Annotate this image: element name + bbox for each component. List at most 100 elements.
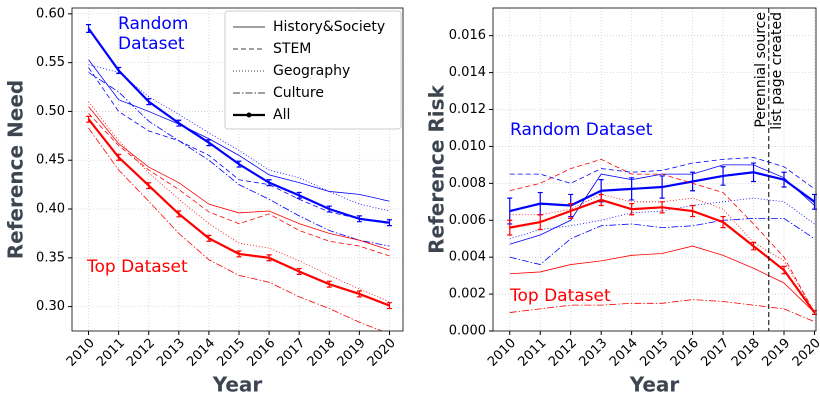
series-line	[88, 113, 390, 257]
error-bar	[176, 119, 182, 127]
series-line	[509, 245, 815, 313]
dataset-label: Top Dataset	[86, 257, 188, 277]
y-tick-label: 0.016	[449, 28, 486, 43]
y-tick-label: 0.35	[36, 250, 65, 265]
y-tick-label: 0.30	[36, 299, 65, 314]
y-tick-label: 0.60	[36, 6, 65, 21]
y-tick-label: 0.50	[36, 104, 65, 119]
error-bar	[386, 219, 392, 227]
x-tick-label: 2019	[335, 336, 369, 370]
x-tick-label: 2020	[365, 336, 399, 370]
x-tick-label: 2020	[790, 336, 820, 370]
dataset-label: Dataset	[118, 34, 185, 54]
error-bar	[326, 280, 332, 288]
error-bar	[507, 219, 513, 236]
error-bar	[690, 204, 696, 218]
series-line	[509, 299, 815, 323]
x-tick-label: 2018	[729, 336, 763, 370]
y-axis-label: Reference Need	[4, 80, 28, 259]
series-line	[88, 59, 390, 202]
dataset-label: Top Dataset	[509, 286, 611, 306]
error-bar	[356, 215, 362, 223]
error-bar	[206, 139, 212, 147]
plot-frame	[492, 7, 817, 332]
error-bar	[781, 265, 787, 275]
error-bar	[629, 203, 635, 216]
series-line	[509, 218, 815, 265]
error-bar	[146, 182, 152, 190]
event-label: list page created	[769, 12, 785, 130]
x-tick-label: 2016	[244, 336, 278, 370]
error-bar	[720, 215, 726, 229]
series-line	[88, 127, 384, 331]
series-line	[88, 101, 390, 303]
y-tick-label: 0.012	[449, 102, 486, 117]
legend-label: Geography	[273, 63, 350, 79]
y-tick-label: 0.006	[449, 213, 486, 228]
error-bar	[236, 160, 242, 168]
series-line	[509, 158, 815, 313]
y-tick-label: 0.000	[449, 324, 486, 339]
event-label: Perennial source	[753, 12, 769, 128]
y-tick-label: 0.004	[449, 250, 486, 265]
error-bar	[720, 166, 726, 186]
x-tick-label: 2014	[184, 336, 218, 370]
series-line	[88, 72, 390, 247]
x-tick-label: 2016	[668, 336, 702, 370]
error-bar	[116, 66, 122, 74]
series-line	[88, 67, 390, 225]
x-axis-label: Year	[629, 373, 680, 397]
error-bar	[146, 98, 152, 106]
x-tick-label: 2018	[305, 336, 339, 370]
y-tick-label: 0.45	[36, 153, 65, 168]
legend-label: STEM	[273, 41, 311, 57]
error-bar	[568, 203, 574, 220]
error-bar	[266, 179, 272, 187]
x-tick-label: 2013	[154, 336, 188, 370]
dataset-label: Random Dataset	[510, 120, 653, 140]
error-bar	[116, 153, 122, 161]
y-tick-label: 0.008	[449, 176, 486, 191]
y-tick-label: 0.010	[449, 139, 486, 154]
legend-marker	[246, 112, 252, 118]
y-axis-label: Reference Risk	[425, 84, 449, 253]
x-tick-label: 2015	[637, 336, 671, 370]
error-bar	[598, 193, 604, 207]
series-line	[88, 106, 390, 251]
legend-box	[224, 10, 402, 130]
error-bar	[206, 234, 212, 242]
error-bar	[537, 214, 543, 231]
error-bar	[266, 254, 272, 262]
x-tick-label: 2017	[274, 336, 308, 370]
error-bar	[296, 191, 302, 199]
error-bar	[236, 250, 242, 258]
x-tick-label: 2017	[698, 336, 732, 370]
x-tick-label: 2012	[124, 336, 158, 370]
error-bar	[751, 241, 757, 251]
error-bar	[86, 23, 92, 33]
y-tick-label: 0.014	[449, 65, 486, 80]
plot-frame	[71, 7, 404, 332]
y-tick-label: 0.55	[36, 55, 65, 70]
series-line	[509, 157, 815, 190]
error-bar	[781, 171, 787, 188]
error-bar	[356, 290, 362, 298]
x-tick-label: 2012	[546, 336, 580, 370]
x-axis-label: Year	[212, 373, 263, 397]
error-bar	[659, 201, 665, 214]
x-tick-label: 2013	[576, 336, 610, 370]
error-bar	[296, 267, 302, 276]
y-tick-label: 0.40	[36, 202, 65, 217]
series-line	[88, 64, 390, 212]
dataset-label: Random	[118, 14, 188, 34]
error-bar	[629, 177, 635, 201]
x-tick-label: 2011	[516, 336, 550, 370]
error-bar	[659, 175, 665, 199]
legend-label: All	[273, 107, 290, 123]
x-tick-label: 2014	[607, 336, 641, 370]
series-line	[509, 193, 815, 313]
error-bar	[326, 205, 332, 213]
legend-label: Culture	[273, 85, 324, 101]
legend-label: History&Society	[273, 19, 385, 35]
x-tick-label: 2011	[94, 336, 128, 370]
